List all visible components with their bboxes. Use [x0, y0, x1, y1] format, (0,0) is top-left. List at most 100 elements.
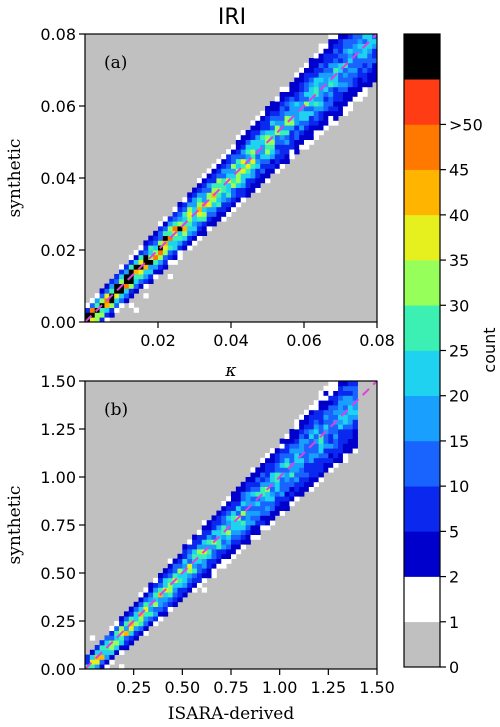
heatmap-cell	[99, 645, 105, 651]
heatmap-cell	[206, 549, 212, 555]
heatmap-cell	[221, 173, 227, 179]
heatmap-cell	[206, 558, 212, 564]
heatmap-cell	[333, 34, 339, 40]
colorbar-band	[404, 621, 440, 668]
heatmap-cell	[274, 163, 281, 169]
heatmap-cell	[187, 202, 193, 208]
heatmap-cell	[274, 453, 281, 459]
heatmap-cell	[338, 419, 344, 425]
heatmap-cell	[211, 544, 217, 550]
heatmap-cell	[313, 462, 319, 468]
heatmap-cell	[172, 259, 178, 265]
heatmap-cell	[196, 563, 203, 569]
heatmap-cell	[153, 606, 159, 612]
heatmap-cell	[323, 400, 329, 406]
heatmap-cell	[143, 601, 149, 607]
heatmap-cell	[328, 390, 334, 396]
x-tick-label: 1.25	[311, 678, 347, 697]
heatmap-cell	[109, 625, 115, 631]
heatmap-cell	[245, 173, 251, 179]
heatmap-cell	[265, 491, 271, 497]
heatmap-cell	[216, 553, 222, 559]
heatmap-cell	[245, 525, 251, 531]
heatmap-cell	[245, 477, 251, 483]
heatmap-cell	[328, 101, 334, 107]
heatmap-cell	[138, 259, 144, 265]
heatmap-cell	[196, 221, 203, 227]
heatmap-cell	[245, 539, 251, 545]
heatmap-cell	[148, 264, 154, 270]
heatmap-cell	[211, 525, 217, 531]
heatmap-cell	[99, 298, 105, 304]
heatmap-cell	[114, 298, 120, 304]
heatmap-cell	[284, 125, 290, 131]
heatmap-cell	[352, 433, 358, 439]
heatmap-cell	[99, 307, 105, 313]
heatmap-cell	[201, 173, 208, 179]
heatmap-cell	[313, 405, 319, 411]
heatmap-cell	[240, 154, 246, 160]
heatmap-cell	[308, 125, 315, 131]
heatmap-cell	[279, 163, 285, 169]
heatmap-cell	[318, 43, 324, 49]
heatmap-cell	[289, 438, 295, 444]
heatmap-cell	[294, 467, 300, 473]
heatmap-cell	[148, 235, 154, 241]
heatmap-cell	[279, 448, 285, 454]
heatmap-cell	[308, 409, 315, 415]
heatmap-cell	[328, 405, 334, 411]
y-tick-label: 1.50	[40, 372, 76, 391]
heatmap-cell	[221, 549, 227, 555]
heatmap-cell	[231, 168, 237, 174]
heatmap-cell	[255, 501, 261, 507]
heatmap-cell	[104, 293, 110, 299]
heatmap-cell	[338, 381, 344, 387]
heatmap-cell	[94, 293, 100, 299]
heatmap-cell	[196, 573, 203, 579]
heatmap-cell	[235, 496, 242, 502]
heatmap-cell	[323, 110, 329, 116]
heatmap-cell	[192, 582, 198, 588]
heatmap-cell	[240, 144, 246, 150]
heatmap-cell	[357, 48, 363, 54]
heatmap-cell	[133, 307, 139, 313]
colorbar-tick-label: 20	[449, 387, 469, 406]
heatmap-cell	[357, 62, 363, 68]
heatmap-cell	[235, 544, 242, 550]
heatmap-cell	[206, 520, 212, 526]
heatmap-cell	[206, 206, 212, 212]
heatmap-cell	[221, 187, 227, 193]
heatmap-cell	[196, 534, 203, 540]
heatmap-cell	[279, 149, 285, 155]
heatmap-cell	[328, 395, 334, 401]
heatmap-cell	[167, 259, 173, 265]
heatmap-cell	[196, 187, 203, 193]
panel-b-reference-line	[84, 380, 378, 670]
heatmap-cell	[153, 616, 159, 622]
heatmap-cell	[294, 443, 300, 449]
heatmap-cell	[245, 134, 251, 140]
colorbar-tick-label: 5	[449, 522, 459, 541]
heatmap-cell	[216, 202, 222, 208]
heatmap-cell	[323, 390, 329, 396]
heatmap-cell	[245, 534, 251, 540]
heatmap-cell	[269, 130, 276, 136]
heatmap-cell	[289, 433, 295, 439]
heatmap-cell	[128, 616, 135, 622]
heatmap-cell	[265, 168, 271, 174]
heatmap-cell	[362, 67, 368, 73]
heatmap-cell	[260, 467, 266, 473]
heatmap-cell	[347, 34, 354, 40]
heatmap-cell	[231, 173, 237, 179]
heatmap-cell	[231, 154, 237, 160]
heatmap-cell	[308, 91, 315, 97]
heatmap-cell	[318, 115, 324, 121]
heatmap-cell	[318, 82, 324, 88]
heatmap-cell	[245, 130, 251, 136]
heatmap-cell	[304, 144, 310, 150]
heatmap-cell	[265, 149, 271, 155]
heatmap-cell	[323, 58, 329, 64]
heatmap-cell	[323, 48, 329, 54]
heatmap-cell	[279, 491, 285, 497]
heatmap-cell	[177, 563, 183, 569]
